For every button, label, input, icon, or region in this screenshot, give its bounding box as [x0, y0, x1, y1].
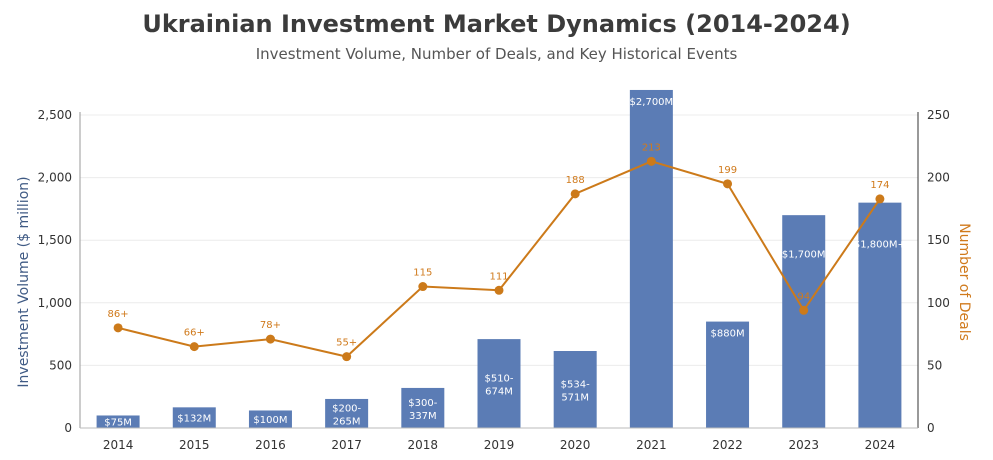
y-tick-label-right: 150	[927, 233, 950, 247]
bar	[96, 415, 140, 428]
deals-point	[723, 179, 733, 189]
y-tick-label-right: 100	[927, 296, 950, 310]
deals-line	[117, 160, 881, 358]
deals-point	[418, 282, 428, 292]
deals-point-label: 199	[718, 165, 737, 176]
bar-value-label: $200-265M	[332, 403, 361, 427]
deals-point	[646, 156, 656, 166]
bar-value-label: $510-674M	[484, 374, 513, 398]
bar-value-label: $1,700M	[782, 250, 826, 261]
tick-labels: 0 500 1,000 1,500 2,000 2,500 0 50 100 150 200 250 2…	[38, 108, 950, 452]
x-tick-label: 2023	[788, 438, 819, 452]
chart-subtitle: Investment Volume, Number of Deals, and …	[255, 45, 738, 63]
deals-point	[265, 334, 275, 344]
deals-point	[875, 194, 885, 204]
bar	[782, 215, 826, 428]
deals-point-label: 174	[870, 180, 889, 191]
bar	[553, 351, 597, 428]
bar-value-label: $1,800M+	[854, 240, 906, 251]
y-axis-label-left: Investment Volume ($ million)	[16, 176, 32, 387]
x-tick-label: 2022	[712, 438, 743, 452]
bar-value-label: $2,700M	[630, 97, 674, 108]
bar	[248, 410, 292, 428]
bar-value-label: $100M	[253, 415, 287, 426]
bar-value-label: $132M	[177, 414, 211, 425]
bar	[629, 89, 673, 429]
x-tick-label: 2018	[408, 438, 439, 452]
deals-point-label: 55+	[336, 338, 357, 349]
x-tick-label: 2017	[331, 438, 362, 452]
y-axis-label-right: Number of Deals	[956, 223, 972, 341]
deals-point	[189, 342, 199, 352]
deals-point-label: 86+	[108, 309, 129, 320]
x-tick-label: 2016	[255, 438, 286, 452]
x-tick-label: 2015	[179, 438, 210, 452]
bar-series: $75M $132M $100M $200-265M $300-337M $510-674…	[96, 89, 906, 429]
y-tick-label-left: 0	[64, 421, 72, 435]
deals-point-label: 111	[489, 271, 508, 282]
deals-point	[113, 323, 123, 333]
y-tick-label-left: 2,000	[38, 171, 72, 185]
chart-title: Ukrainian Investment Market Dynamics (20…	[142, 10, 851, 38]
y-tick-label-right: 0	[927, 421, 935, 435]
deals-point-label: 115	[413, 268, 432, 279]
deals-point-label: 94	[797, 291, 810, 302]
deals-point-label: 213	[642, 142, 661, 153]
bar	[858, 202, 902, 428]
line-series: 86+ 66+ 78+ 55+ 115 111 188 213 199 94 174	[108, 142, 889, 362]
x-tick-label: 2021	[636, 438, 667, 452]
x-tick-label: 2019	[484, 438, 515, 452]
y-tick-label-left: 2,500	[38, 108, 72, 122]
bar-value-label: $534-571M	[561, 380, 590, 404]
bar-value-label: $880M	[711, 329, 745, 340]
deals-point-label: 188	[566, 175, 585, 186]
deals-point	[799, 305, 809, 315]
bar	[325, 398, 369, 428]
bar-value-label: $300-337M	[408, 398, 437, 422]
deals-point	[342, 352, 352, 362]
bar	[706, 321, 750, 428]
x-tick-label: 2020	[560, 438, 591, 452]
y-tick-label-left: 1,500	[38, 233, 72, 247]
bar	[401, 387, 445, 428]
deals-point-label: 78+	[260, 320, 281, 331]
axes	[79, 112, 919, 429]
y-tick-label-left: 1,000	[38, 296, 72, 310]
y-tick-label-right: 200	[927, 171, 950, 185]
bar	[477, 339, 521, 428]
deals-point	[494, 285, 504, 295]
y-tick-label-right: 250	[927, 108, 950, 122]
deals-point-label: 66+	[184, 328, 205, 339]
deals-point	[570, 189, 580, 199]
y-tick-label-left: 500	[49, 358, 72, 372]
x-tick-label: 2014	[103, 438, 134, 452]
y-tick-label-right: 50	[927, 358, 942, 372]
x-tick-label: 2024	[865, 438, 896, 452]
bar-value-label: $75M	[104, 418, 132, 429]
bar	[172, 407, 216, 428]
